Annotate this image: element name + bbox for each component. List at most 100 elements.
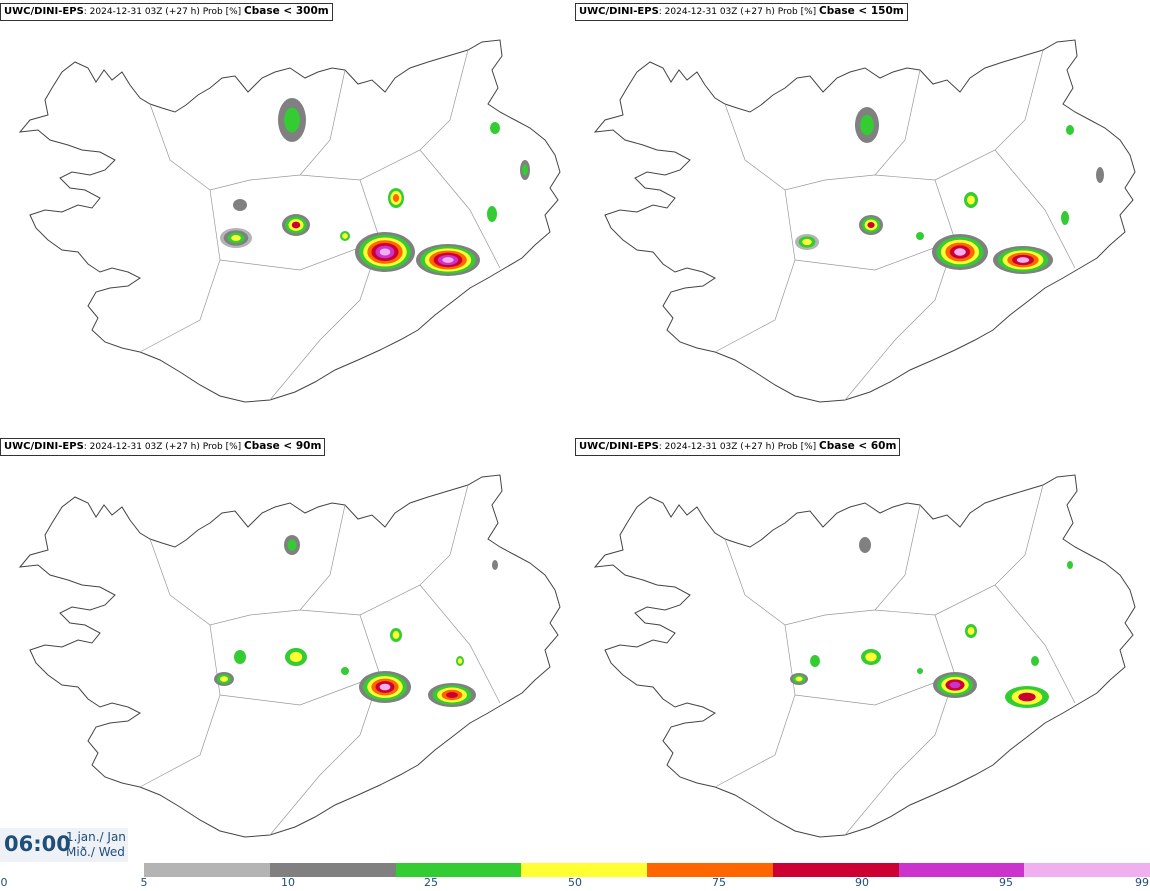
probability-contour [234, 650, 246, 664]
probability-contour [810, 655, 820, 667]
probability-contour [1016, 257, 1030, 263]
region-border [794, 674, 956, 706]
probability-contour [291, 221, 301, 229]
region-border [844, 179, 956, 401]
probability-contour [1067, 561, 1073, 569]
region-border [419, 149, 501, 269]
probability-contour [967, 627, 975, 635]
legend-tick: 99 [1135, 876, 1149, 889]
date-line-1: 1.jan./ Jan [66, 830, 126, 844]
region-border [269, 614, 381, 836]
probability-contour [487, 206, 497, 222]
legend-tick: 5 [140, 876, 148, 889]
threshold-label: Cbase < 60m [819, 440, 897, 452]
legend-swatch [269, 863, 396, 877]
region-border [844, 614, 956, 836]
probability-contour [233, 199, 247, 211]
threshold-label: Cbase < 150m [819, 5, 904, 17]
region-border [219, 239, 381, 271]
region-border [419, 584, 501, 704]
probability-contour [392, 631, 400, 639]
probability-contour [1061, 211, 1069, 225]
legend-swatch [898, 863, 1025, 877]
region-border [874, 69, 921, 176]
probability-contour [949, 681, 961, 689]
probability-contour [1066, 125, 1074, 135]
run-info: : 2024-12-31 03Z (+27 h) Prob [%] [658, 442, 817, 452]
region-border [794, 239, 956, 271]
valid-date: 1.jan./ Jan Mið./ Wed [66, 830, 126, 860]
model-name: UWC/DINI-EPS [579, 441, 659, 452]
region-border [219, 674, 381, 706]
region-border [299, 504, 346, 611]
probability-contour [341, 667, 349, 675]
probability-contour [284, 107, 300, 133]
valid-time-box: 06:00 1.jan./ Jan Mið./ Wed [0, 828, 128, 862]
map-layer [593, 474, 1136, 838]
probability-contour [859, 537, 871, 553]
probability-contour [860, 114, 874, 136]
panel-title: UWC/DINI-EPS: 2024-12-31 03Z (+27 h) Pro… [575, 438, 901, 456]
probability-contour [287, 539, 297, 551]
legend-tick: 0 [0, 876, 8, 889]
probability-contour [289, 651, 303, 663]
legend-tick-labels: 0 5 10 25 50 75 90 95 99 [0, 876, 1150, 890]
run-info: : 2024-12-31 03Z (+27 h) Prob [%] [83, 7, 242, 17]
probability-contour [917, 668, 923, 674]
probability-contour [442, 257, 454, 263]
iceland-map [18, 474, 561, 838]
probability-contour [457, 658, 463, 664]
legend-swatch [521, 863, 647, 877]
date-line-2: Mið./ Wed [66, 845, 125, 859]
region-border [994, 149, 1076, 269]
threshold-label: Cbase < 90m [244, 440, 322, 452]
iceland-map [593, 39, 1136, 403]
map-panel-cbase-60: UWC/DINI-EPS: 2024-12-31 03Z (+27 h) Pro… [575, 435, 1150, 870]
region-border [269, 179, 381, 401]
legend-tick: 75 [712, 876, 726, 889]
region-border [994, 584, 1076, 704]
probability-contour [492, 560, 498, 570]
probability-contour [1018, 692, 1036, 702]
map-layer [18, 474, 561, 838]
region-border [139, 624, 221, 788]
legend-swatch [395, 863, 522, 877]
panel-title: UWC/DINI-EPS: 2024-12-31 03Z (+27 h) Pro… [575, 3, 908, 21]
legend-tick: 50 [568, 876, 582, 889]
map-layer [593, 39, 1136, 403]
legend-tick: 10 [281, 876, 295, 889]
probability-contour [220, 676, 228, 682]
region-border [139, 189, 221, 353]
legend-tick: 90 [855, 876, 869, 889]
probability-contour [446, 692, 458, 698]
map-layer [18, 39, 561, 403]
region-border [874, 504, 921, 611]
probability-contour [342, 233, 348, 239]
region-border [714, 624, 796, 788]
probability-contour [490, 122, 500, 134]
model-name: UWC/DINI-EPS [4, 441, 84, 452]
run-info: : 2024-12-31 03Z (+27 h) Prob [%] [83, 442, 242, 452]
probability-contour [865, 652, 877, 662]
probability-contour [867, 221, 875, 229]
probability-contour [392, 194, 400, 202]
probability-contour [967, 195, 975, 205]
legend-tick: 95 [999, 876, 1013, 889]
region-border [714, 189, 796, 353]
probability-color-bar [144, 863, 1150, 877]
probability-contour [1096, 167, 1104, 183]
probability-contour [954, 248, 966, 256]
map-panel-cbase-150: UWC/DINI-EPS: 2024-12-31 03Z (+27 h) Pro… [575, 0, 1150, 435]
iceland-map [18, 39, 561, 403]
probability-contour [379, 248, 391, 256]
probability-contour [1031, 656, 1039, 666]
legend-swatch [1024, 863, 1150, 877]
model-name: UWC/DINI-EPS [579, 6, 659, 17]
panel-title: UWC/DINI-EPS: 2024-12-31 03Z (+27 h) Pro… [0, 438, 326, 456]
legend-swatch [647, 863, 773, 877]
panel-title: UWC/DINI-EPS: 2024-12-31 03Z (+27 h) Pro… [0, 3, 333, 21]
model-name: UWC/DINI-EPS [4, 6, 84, 17]
region-border [299, 69, 346, 176]
map-panel-cbase-300: UWC/DINI-EPS: 2024-12-31 03Z (+27 h) Pro… [0, 0, 575, 435]
run-info: : 2024-12-31 03Z (+27 h) Prob [%] [658, 7, 817, 17]
